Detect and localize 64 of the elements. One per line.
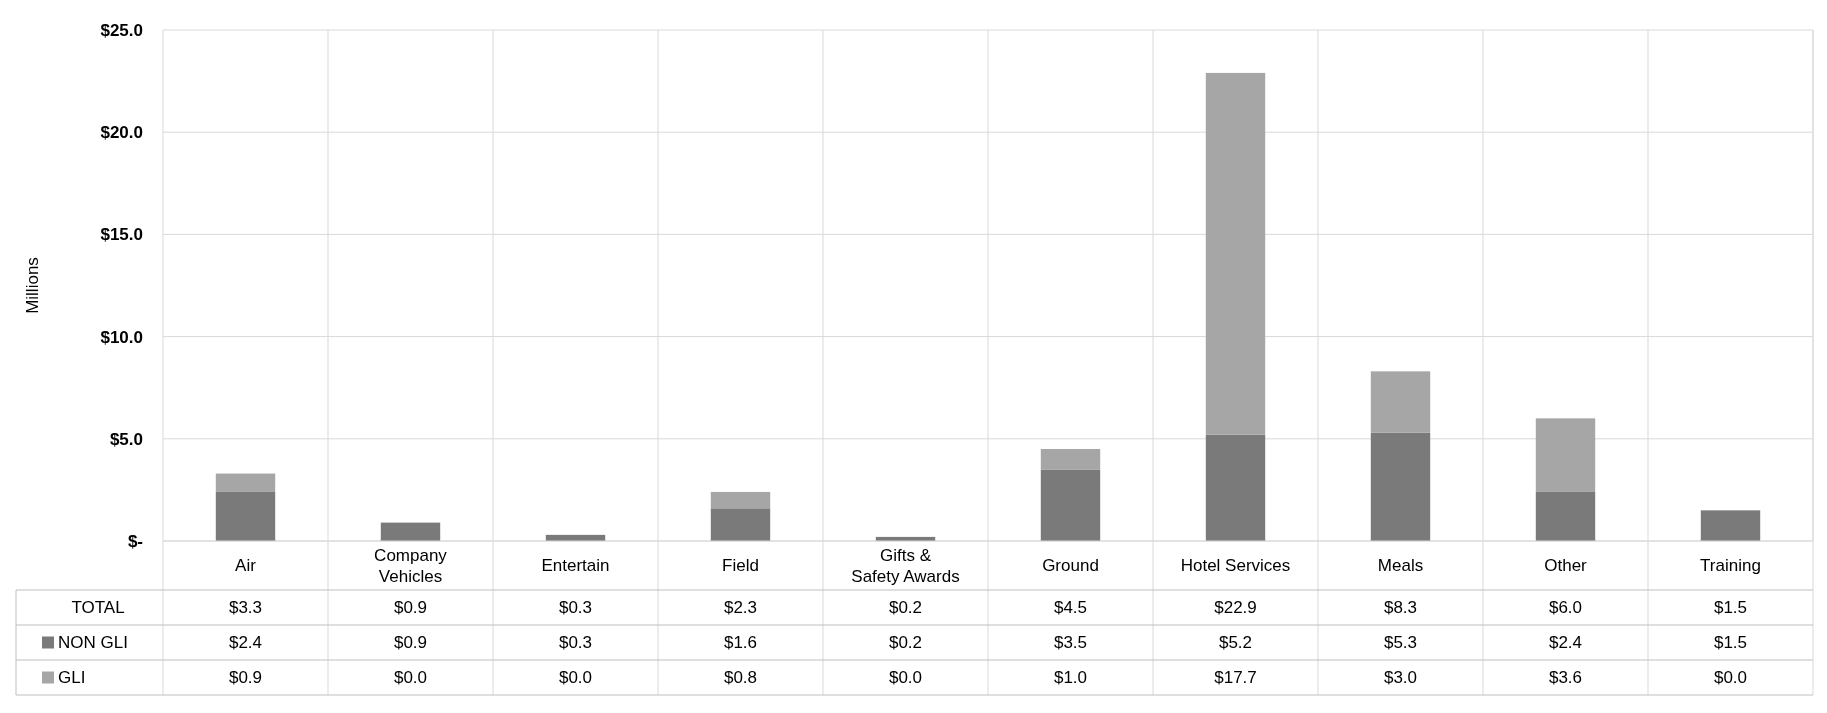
data-label: $0.9 — [228, 668, 263, 688]
data-label: $0.0 — [558, 668, 593, 688]
y-tick-label: $20.0 — [100, 123, 143, 143]
bar — [710, 491, 771, 509]
data-label: $1.5 — [1713, 633, 1748, 653]
x-tick-label: Other — [1544, 556, 1588, 575]
bar — [1205, 434, 1266, 541]
x-tick-label: Company Vehicles — [374, 546, 448, 586]
x-tick-label: Meals — [1377, 556, 1424, 575]
data-label: $0.9 — [393, 633, 428, 653]
text: $8.3 — [1383, 598, 1418, 618]
y-axis-title: Millions — [23, 257, 42, 314]
x-tick-label: Training — [1700, 556, 1761, 575]
y-tick-label: $5.0 — [109, 429, 143, 449]
data-label: $5.3 — [1383, 633, 1418, 653]
text: $4.5 — [1053, 598, 1088, 618]
x-tick-label: Hotel Services — [1180, 556, 1291, 575]
data-label: $1.0 — [1053, 668, 1088, 688]
data-label: $2.4 — [228, 633, 263, 653]
data-label: $3.5 — [1053, 633, 1088, 653]
y-tick-label: $10.0 — [100, 327, 143, 347]
bar — [1370, 371, 1431, 433]
data-label: $2.4 — [1548, 633, 1583, 653]
bar — [215, 491, 276, 541]
text: TOTAL — [71, 598, 125, 618]
data-label: $0.3 — [558, 633, 593, 653]
text: $3.3 — [228, 598, 263, 618]
bar — [1040, 449, 1101, 470]
data-label: $5.2 — [1218, 633, 1253, 653]
x-tick-label: Air — [235, 556, 257, 575]
text: $0.3 — [558, 598, 593, 618]
bar — [1205, 72, 1266, 435]
data-label: $0.8 — [723, 668, 758, 688]
text: $22.9 — [1214, 598, 1257, 618]
x-tick-label: Gifts & Safety Awards — [851, 546, 960, 586]
data-label: $17.7 — [1214, 668, 1257, 688]
bar — [710, 508, 771, 541]
legend-label: NON GLI — [58, 633, 128, 653]
bar — [1535, 418, 1596, 492]
y-tick-label: $25.0 — [100, 20, 143, 40]
x-tick-label: Field — [722, 556, 759, 575]
bar — [1040, 469, 1101, 541]
data-label: $0.0 — [888, 668, 923, 688]
data-label: $3.6 — [1548, 668, 1583, 688]
data-label: $3.0 — [1383, 668, 1418, 688]
bar — [215, 473, 276, 492]
bar — [380, 522, 441, 541]
text: $2.3 — [723, 598, 758, 618]
data-label: $0.0 — [393, 668, 428, 688]
text: $0.9 — [393, 598, 428, 618]
bar — [1535, 491, 1596, 541]
data-label: $0.2 — [888, 633, 923, 653]
text: $1.5 — [1713, 598, 1748, 618]
data-label: $1.6 — [723, 633, 758, 653]
bar — [1700, 510, 1761, 541]
y-tick-label: $- — [127, 531, 143, 551]
y-tick-label: $15.0 — [100, 225, 143, 245]
text: $0.2 — [888, 598, 923, 618]
x-tick-label: Entertain — [541, 556, 610, 575]
legend-label: GLI — [58, 668, 86, 688]
x-tick-label: Ground — [1042, 556, 1099, 575]
data-label: $0.0 — [1713, 668, 1748, 688]
text: $6.0 — [1548, 598, 1583, 618]
bar — [1370, 432, 1431, 541]
